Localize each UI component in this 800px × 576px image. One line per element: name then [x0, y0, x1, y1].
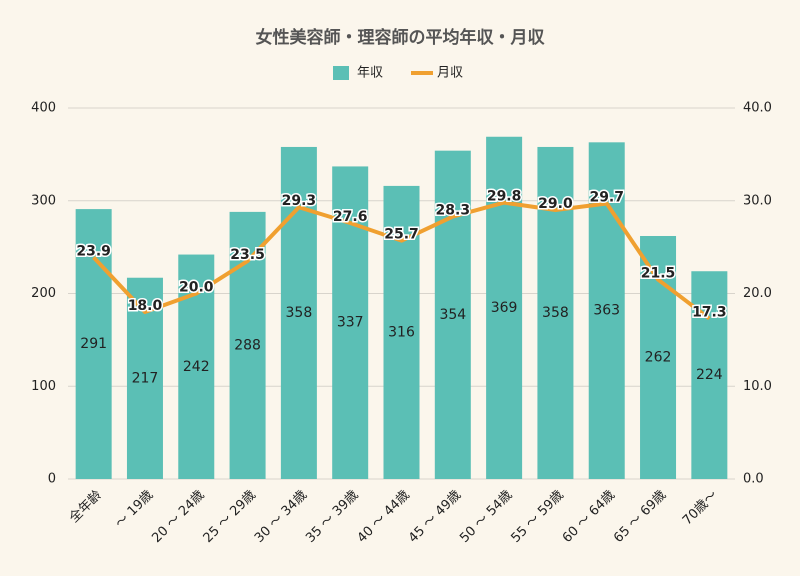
bar-value-label: 316 [388, 324, 415, 340]
bar [588, 142, 625, 479]
bar-value-label: 217 [132, 370, 159, 386]
y2-tick-label: 20.0 [743, 286, 772, 301]
line-value-label: 29.3 [282, 193, 317, 209]
bar [486, 136, 523, 479]
bar-value-label: 337 [337, 315, 364, 331]
bar [280, 146, 317, 479]
line-value-label: 25.7 [384, 227, 419, 243]
line-value-label: 20.0 [179, 280, 214, 296]
line-value-label: 27.6 [333, 209, 368, 225]
legend-label: 月収 [437, 66, 463, 81]
bar-value-label: 369 [491, 300, 518, 316]
line-value-label: 23.5 [230, 247, 265, 263]
bar-value-label: 358 [542, 305, 569, 321]
bar-value-label: 262 [645, 349, 672, 365]
bar-value-label: 363 [593, 303, 620, 319]
y2-tick-label: 40.0 [743, 101, 772, 116]
y2-tick-label: 0.0 [743, 472, 764, 487]
y-tick-label: 300 [31, 193, 56, 208]
line-value-label: 18.0 [128, 298, 163, 314]
bar-value-label: 242 [183, 359, 210, 375]
bar-value-label: 224 [696, 367, 723, 383]
line-value-label: 29.7 [589, 190, 624, 206]
line-value-label: 28.3 [436, 203, 471, 219]
line-value-label: 29.8 [487, 189, 522, 205]
line-value-label: 29.0 [538, 196, 573, 212]
y-tick-label: 100 [31, 379, 56, 394]
bar-value-label: 358 [286, 305, 313, 321]
bar-value-label: 291 [80, 336, 107, 352]
bar [229, 211, 266, 479]
y-tick-label: 0 [48, 472, 56, 487]
y2-tick-label: 10.0 [743, 379, 772, 394]
y2-tick-label: 30.0 [743, 193, 772, 208]
chart-title: 女性美容師・理容師の平均年収・月収 [256, 27, 546, 48]
legend-swatch [333, 66, 349, 80]
y-tick-label: 400 [31, 101, 56, 116]
line-value-label: 17.3 [692, 305, 727, 321]
line-value-label: 23.9 [76, 243, 111, 259]
line-value-label: 21.5 [641, 266, 676, 282]
bar [537, 146, 574, 479]
line [92, 200, 711, 321]
bar [691, 271, 728, 479]
y-tick-label: 200 [31, 286, 56, 301]
bar-value-label: 354 [439, 307, 466, 323]
bar [75, 209, 112, 479]
legend-label: 年収 [357, 66, 383, 81]
bar [434, 150, 471, 480]
bar-value-label: 288 [234, 337, 261, 353]
